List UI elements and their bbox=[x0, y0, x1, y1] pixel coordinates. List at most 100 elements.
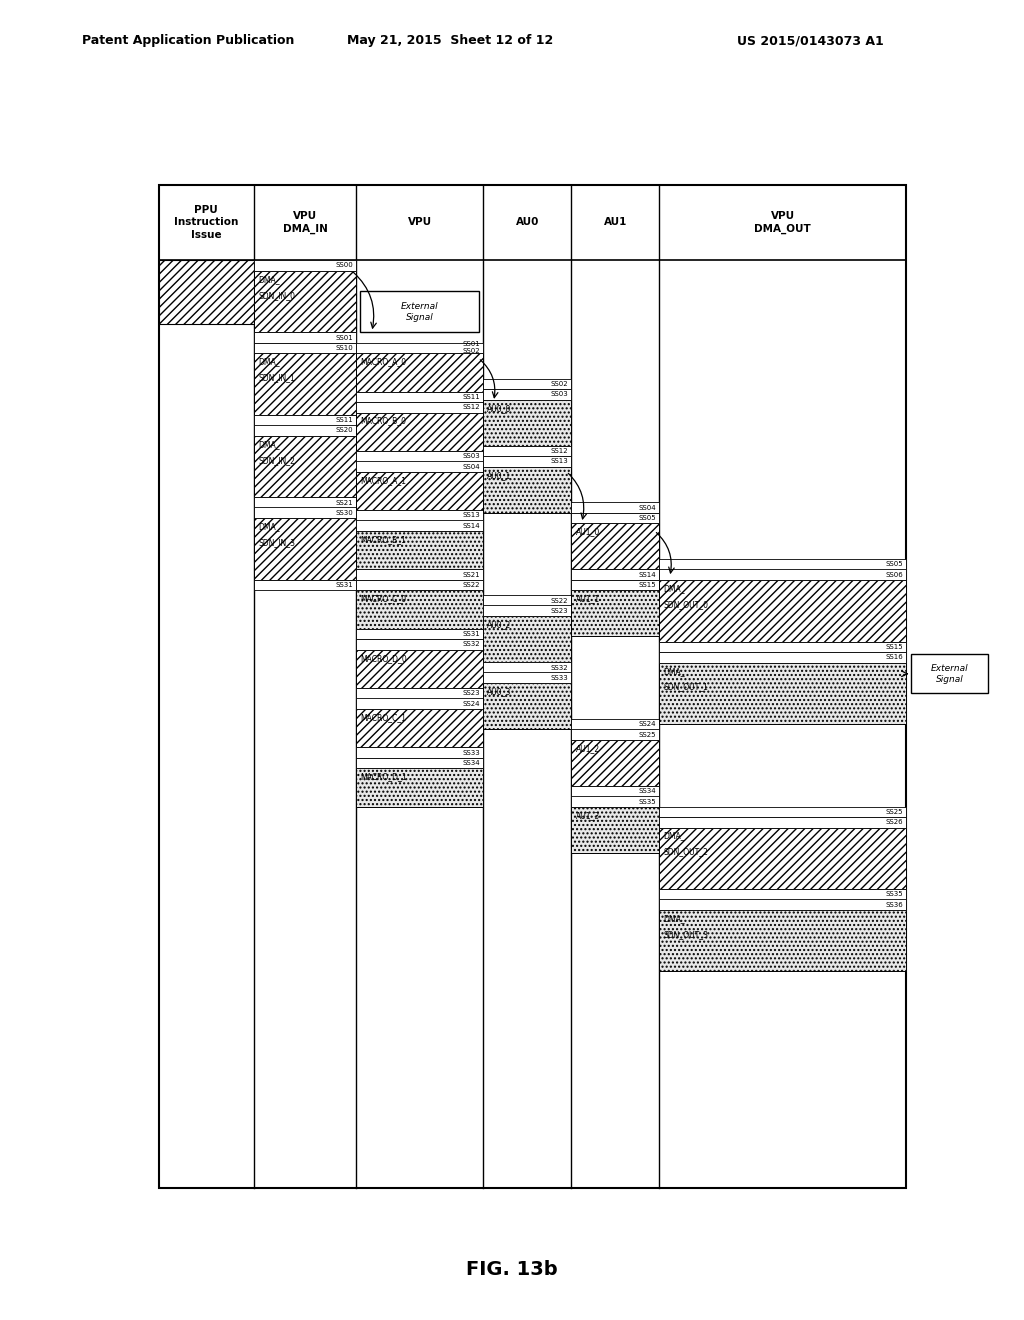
Bar bbox=[254, 579, 356, 590]
Bar bbox=[571, 524, 659, 569]
Text: DMA_: DMA_ bbox=[258, 275, 280, 284]
Text: SS23: SS23 bbox=[551, 609, 568, 614]
Text: DMA_: DMA_ bbox=[258, 523, 280, 531]
Text: SDN_OUT_2: SDN_OUT_2 bbox=[664, 847, 709, 857]
Bar bbox=[356, 531, 483, 569]
Text: SS00: SS00 bbox=[336, 263, 353, 268]
Text: SS15: SS15 bbox=[639, 582, 656, 589]
Text: SS11: SS11 bbox=[336, 417, 353, 424]
Text: SS30: SS30 bbox=[336, 510, 353, 516]
Text: SS03: SS03 bbox=[463, 453, 480, 459]
Bar bbox=[356, 698, 483, 709]
Bar bbox=[483, 389, 571, 400]
Bar bbox=[571, 569, 659, 581]
Text: SS05: SS05 bbox=[886, 561, 903, 568]
Bar bbox=[659, 888, 906, 900]
Bar bbox=[254, 498, 356, 508]
Bar bbox=[360, 290, 479, 333]
Bar bbox=[356, 628, 483, 639]
Bar bbox=[483, 379, 571, 389]
Bar bbox=[356, 342, 483, 354]
Text: SS21: SS21 bbox=[463, 572, 480, 578]
Bar bbox=[571, 785, 659, 797]
Text: DMA_: DMA_ bbox=[664, 832, 685, 841]
Bar bbox=[571, 590, 659, 636]
Text: SDN_IN_0: SDN_IN_0 bbox=[258, 290, 295, 300]
Bar bbox=[356, 451, 483, 462]
Text: DMA_: DMA_ bbox=[664, 667, 685, 676]
Bar bbox=[659, 899, 906, 909]
Bar bbox=[356, 709, 483, 747]
Text: SS35: SS35 bbox=[639, 799, 656, 805]
Text: MACRO_B_1: MACRO_B_1 bbox=[360, 535, 407, 544]
Text: MACRO_A_0: MACRO_A_0 bbox=[360, 358, 407, 367]
Text: SS15: SS15 bbox=[886, 644, 903, 649]
Bar bbox=[159, 185, 906, 1188]
Bar bbox=[483, 455, 571, 467]
Text: SS04: SS04 bbox=[639, 504, 656, 511]
Bar bbox=[159, 260, 254, 325]
Text: DMA_: DMA_ bbox=[258, 358, 280, 367]
Text: MACRO_D_0: MACRO_D_0 bbox=[360, 653, 408, 663]
Bar bbox=[356, 747, 483, 758]
Bar bbox=[254, 260, 356, 271]
Text: SS05: SS05 bbox=[639, 515, 656, 521]
Bar bbox=[571, 741, 659, 785]
Text: SS22: SS22 bbox=[463, 582, 480, 589]
Text: SS06: SS06 bbox=[886, 572, 903, 578]
Text: SS23: SS23 bbox=[463, 690, 480, 697]
Bar bbox=[356, 768, 483, 807]
Text: SS11: SS11 bbox=[463, 393, 480, 400]
Bar bbox=[571, 579, 659, 590]
Text: SS32: SS32 bbox=[463, 642, 480, 647]
Text: SS03: SS03 bbox=[551, 391, 568, 397]
Bar bbox=[483, 467, 571, 512]
Text: VPU
DMA_OUT: VPU DMA_OUT bbox=[755, 211, 811, 234]
Text: May 21, 2015  Sheet 12 of 12: May 21, 2015 Sheet 12 of 12 bbox=[347, 34, 554, 48]
Text: MACRO_C_1: MACRO_C_1 bbox=[360, 713, 407, 722]
Text: SS24: SS24 bbox=[463, 701, 480, 706]
Text: DMA_: DMA_ bbox=[664, 913, 685, 923]
Bar bbox=[571, 807, 659, 853]
Text: SS34: SS34 bbox=[463, 760, 480, 766]
Bar bbox=[254, 354, 356, 414]
Text: SS02: SS02 bbox=[551, 381, 568, 387]
Bar bbox=[356, 354, 483, 392]
Bar bbox=[356, 392, 483, 403]
Text: PPU
Instruction
Issue: PPU Instruction Issue bbox=[174, 205, 239, 240]
Text: AU0_2: AU0_2 bbox=[487, 620, 512, 630]
Bar bbox=[356, 649, 483, 688]
Text: SS13: SS13 bbox=[551, 458, 568, 465]
Text: SS34: SS34 bbox=[639, 788, 656, 795]
Bar bbox=[356, 401, 483, 413]
Bar bbox=[483, 616, 571, 663]
Text: External
Signal: External Signal bbox=[931, 664, 969, 684]
Text: SS16: SS16 bbox=[886, 655, 903, 660]
Bar bbox=[254, 414, 356, 425]
Text: SS20: SS20 bbox=[336, 428, 353, 433]
Text: SS01: SS01 bbox=[336, 335, 353, 341]
Text: SS21: SS21 bbox=[336, 499, 353, 506]
Text: MACRO_C_0: MACRO_C_0 bbox=[360, 594, 407, 603]
Bar bbox=[254, 425, 356, 436]
Text: SS33: SS33 bbox=[463, 750, 480, 755]
Bar bbox=[254, 342, 356, 354]
Text: SS26: SS26 bbox=[886, 820, 903, 825]
Bar bbox=[483, 400, 571, 446]
Bar bbox=[254, 519, 356, 579]
Bar bbox=[356, 590, 483, 628]
Bar bbox=[659, 807, 906, 817]
Bar bbox=[254, 333, 356, 343]
Text: VPU
DMA_IN: VPU DMA_IN bbox=[283, 211, 328, 234]
Bar bbox=[911, 655, 988, 693]
Bar bbox=[483, 684, 571, 729]
Text: AU1_2: AU1_2 bbox=[575, 744, 600, 752]
Bar bbox=[571, 729, 659, 741]
Text: SS32: SS32 bbox=[551, 664, 568, 671]
Text: SDN_IN_2: SDN_IN_2 bbox=[258, 455, 295, 465]
Text: MACRO_B_0: MACRO_B_0 bbox=[360, 417, 407, 425]
Text: SS35: SS35 bbox=[886, 891, 903, 898]
Text: SS25: SS25 bbox=[886, 809, 903, 814]
Text: AU1_0: AU1_0 bbox=[575, 528, 600, 536]
Bar bbox=[483, 606, 571, 616]
